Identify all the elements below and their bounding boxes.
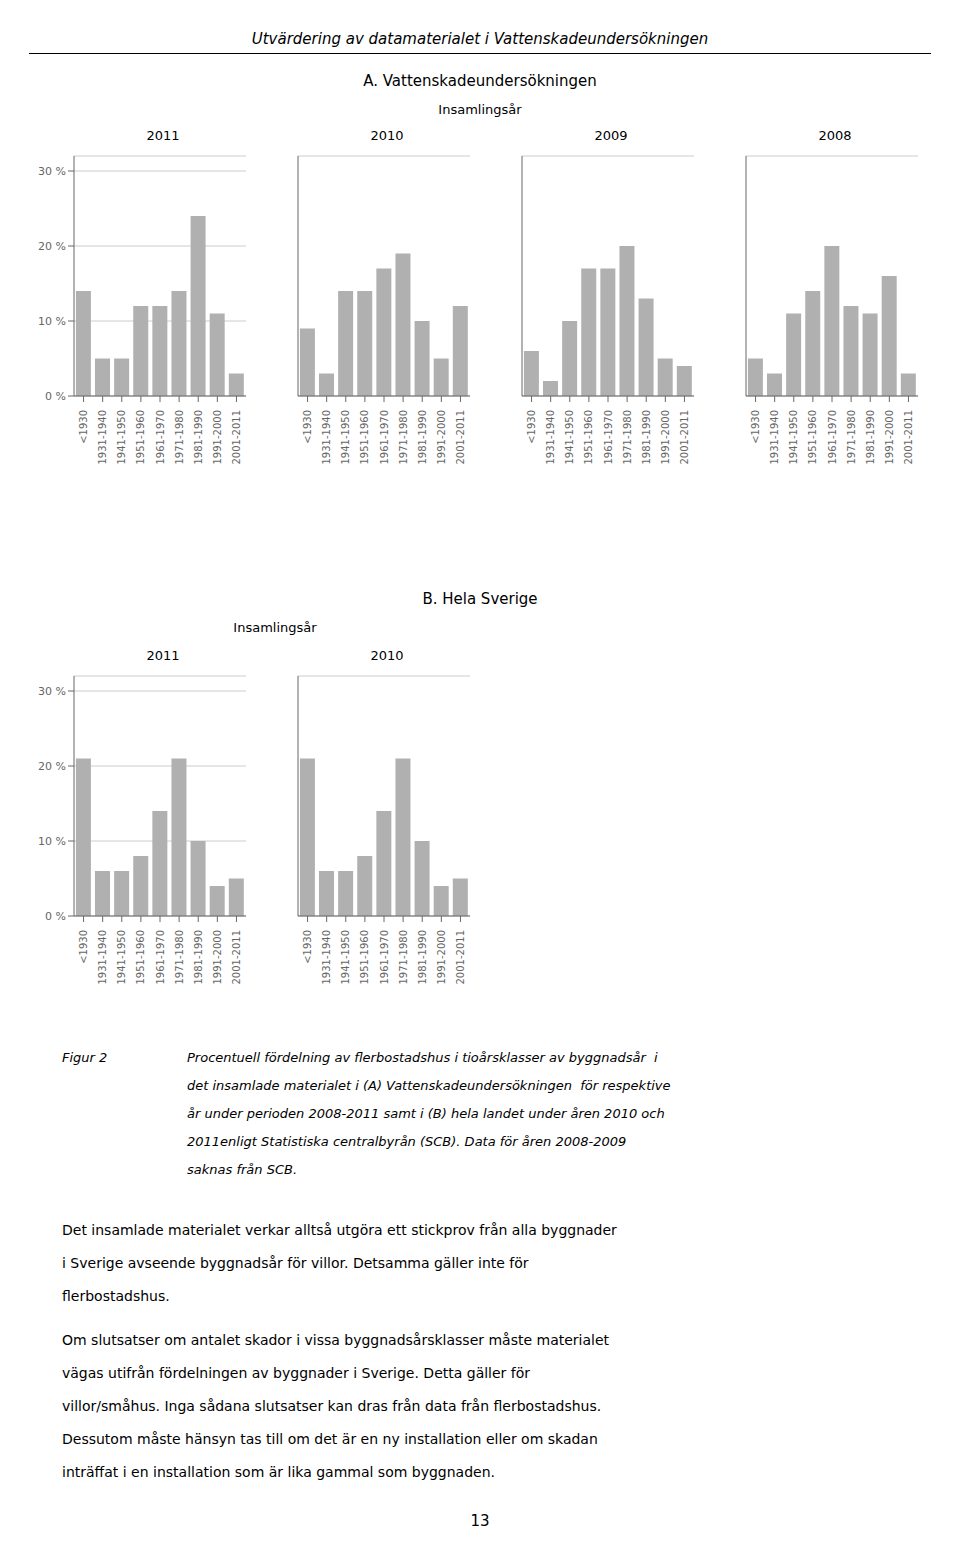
- html-text:villor/småhus. Inga sådana slu: villor/småhus. Inga sådana slutsatser ka…: [62, 1398, 602, 1414]
- svg-text:1981-1990: 1981-1990: [641, 410, 652, 465]
- svg-text:1951-1960: 1951-1960: [807, 410, 818, 465]
- html-text:2010: 2010: [370, 128, 404, 143]
- html-text:2011: 2011: [146, 128, 180, 143]
- svg-text:1951-1960: 1951-1960: [359, 930, 370, 985]
- svg-text:<1930: <1930: [750, 410, 761, 444]
- html-text:år under perioden 2008-2011 sa: år under perioden 2008-2011 samt i (B) h…: [187, 1106, 665, 1121]
- svg-text:1931-1940: 1931-1940: [321, 410, 332, 465]
- svg-text:1991-2000: 1991-2000: [212, 410, 223, 465]
- svg-text:0 %: 0 %: [45, 910, 66, 923]
- svg-text:30 %: 30 %: [38, 165, 66, 178]
- html-text:inträffat i en installation so: inträffat i en installation som är lika …: [62, 1464, 495, 1480]
- svg-text:10 %: 10 %: [38, 315, 66, 328]
- svg-text:1991-2000: 1991-2000: [660, 410, 671, 465]
- svg-text:1931-1940: 1931-1940: [97, 410, 108, 465]
- html-text:Procentuell fördelning av fler: Procentuell fördelning av flerbostadshus…: [187, 1050, 658, 1065]
- html-text:A. Vattenskadeundersökningen: A. Vattenskadeundersökningen: [363, 72, 597, 90]
- svg-text:1971-1980: 1971-1980: [174, 410, 185, 465]
- svg-text:1971-1980: 1971-1980: [398, 410, 409, 465]
- html-text:2011: 2011: [146, 648, 180, 663]
- svg-text:10 %: 10 %: [38, 835, 66, 848]
- html-text:det insamlade materialet i (A): det insamlade materialet i (A) Vattenska…: [187, 1078, 671, 1093]
- svg-text:2001-2011: 2001-2011: [231, 410, 242, 465]
- svg-text:2001-2011: 2001-2011: [455, 410, 466, 465]
- svg-text:30 %: 30 %: [38, 685, 66, 698]
- html-text:B. Hela Sverige: B. Hela Sverige: [422, 590, 538, 608]
- svg-text:20 %: 20 %: [38, 240, 66, 253]
- html-text:2008: 2008: [818, 128, 852, 143]
- svg-text:1991-2000: 1991-2000: [212, 930, 223, 985]
- svg-text:2001-2011: 2001-2011: [903, 410, 914, 465]
- html-text:Figur 2: Figur 2: [62, 1050, 108, 1065]
- svg-text:1961-1970: 1961-1970: [155, 930, 166, 985]
- svg-text:<1930: <1930: [78, 410, 89, 444]
- svg-text:1991-2000: 1991-2000: [436, 930, 447, 985]
- svg-text:20 %: 20 %: [38, 760, 66, 773]
- html-text:Insamlingsår: Insamlingsår: [233, 620, 317, 635]
- svg-text:1951-1960: 1951-1960: [135, 410, 146, 465]
- svg-text:1981-1990: 1981-1990: [417, 410, 428, 465]
- html-text:saknas från SCB.: saknas från SCB.: [187, 1162, 297, 1177]
- svg-text:1991-2000: 1991-2000: [436, 410, 447, 465]
- svg-text:2001-2011: 2001-2011: [679, 410, 690, 465]
- svg-text:1951-1960: 1951-1960: [359, 410, 370, 465]
- svg-text:1951-1960: 1951-1960: [135, 930, 146, 985]
- svg-text:1981-1990: 1981-1990: [193, 930, 204, 985]
- html-text:13: 13: [470, 1512, 490, 1530]
- svg-text:1981-1990: 1981-1990: [865, 410, 876, 465]
- svg-text:1971-1980: 1971-1980: [622, 410, 633, 465]
- svg-text:1941-1950: 1941-1950: [788, 410, 799, 465]
- svg-text:1931-1940: 1931-1940: [321, 930, 332, 985]
- svg-text:1991-2000: 1991-2000: [884, 410, 895, 465]
- svg-text:1941-1950: 1941-1950: [340, 930, 351, 985]
- svg-text:<1930: <1930: [78, 930, 89, 964]
- svg-text:1961-1970: 1961-1970: [379, 930, 390, 985]
- svg-text:1961-1970: 1961-1970: [827, 410, 838, 465]
- svg-text:0 %: 0 %: [45, 390, 66, 403]
- svg-text:1941-1950: 1941-1950: [340, 410, 351, 465]
- svg-text:1941-1950: 1941-1950: [116, 410, 127, 465]
- html-text:Insamlingsår: Insamlingsår: [438, 102, 522, 117]
- svg-text:<1930: <1930: [302, 410, 313, 444]
- svg-text:1951-1960: 1951-1960: [583, 410, 594, 465]
- svg-text:1941-1950: 1941-1950: [564, 410, 575, 465]
- svg-text:2001-2011: 2001-2011: [455, 930, 466, 985]
- svg-text:1971-1980: 1971-1980: [846, 410, 857, 465]
- svg-text:1961-1970: 1961-1970: [603, 410, 614, 465]
- svg-text:1961-1970: 1961-1970: [379, 410, 390, 465]
- svg-text:1971-1980: 1971-1980: [398, 930, 409, 985]
- html-text:vägas utifrån fördelningen av: vägas utifrån fördelningen av byggnader …: [62, 1365, 531, 1381]
- svg-text:1961-1970: 1961-1970: [155, 410, 166, 465]
- svg-text:1971-1980: 1971-1980: [174, 930, 185, 985]
- svg-text:<1930: <1930: [302, 930, 313, 964]
- svg-text:1981-1990: 1981-1990: [417, 930, 428, 985]
- html-text:i Sverige avseende byggnadsår: i Sverige avseende byggnadsår för villor…: [62, 1255, 529, 1271]
- svg-text:1931-1940: 1931-1940: [97, 930, 108, 985]
- html-text:2011enligt Statistiska central: 2011enligt Statistiska centralbyrån (SCB…: [187, 1134, 627, 1149]
- html-text:Utvärdering av datamaterialet: Utvärdering av datamaterialet i Vattensk…: [251, 30, 709, 48]
- svg-text:2001-2011: 2001-2011: [231, 930, 242, 985]
- svg-text:1931-1940: 1931-1940: [545, 410, 556, 465]
- html-text:2010: 2010: [370, 648, 404, 663]
- svg-text:1941-1950: 1941-1950: [116, 930, 127, 985]
- svg-text:1931-1940: 1931-1940: [769, 410, 780, 465]
- html-text:flerbostadshus.: flerbostadshus.: [62, 1288, 170, 1304]
- html-text:Dessutom måste hänsyn tas till: Dessutom måste hänsyn tas till om det är…: [62, 1431, 598, 1447]
- svg-text:1981-1990: 1981-1990: [193, 410, 204, 465]
- svg-text:<1930: <1930: [526, 410, 537, 444]
- html-text:Det insamlade materialet verka: Det insamlade materialet verkar alltså u…: [62, 1222, 617, 1238]
- html-text:Om slutsatser om antalet skado: Om slutsatser om antalet skador i vissa …: [62, 1332, 610, 1348]
- html-text:2009: 2009: [594, 128, 628, 143]
